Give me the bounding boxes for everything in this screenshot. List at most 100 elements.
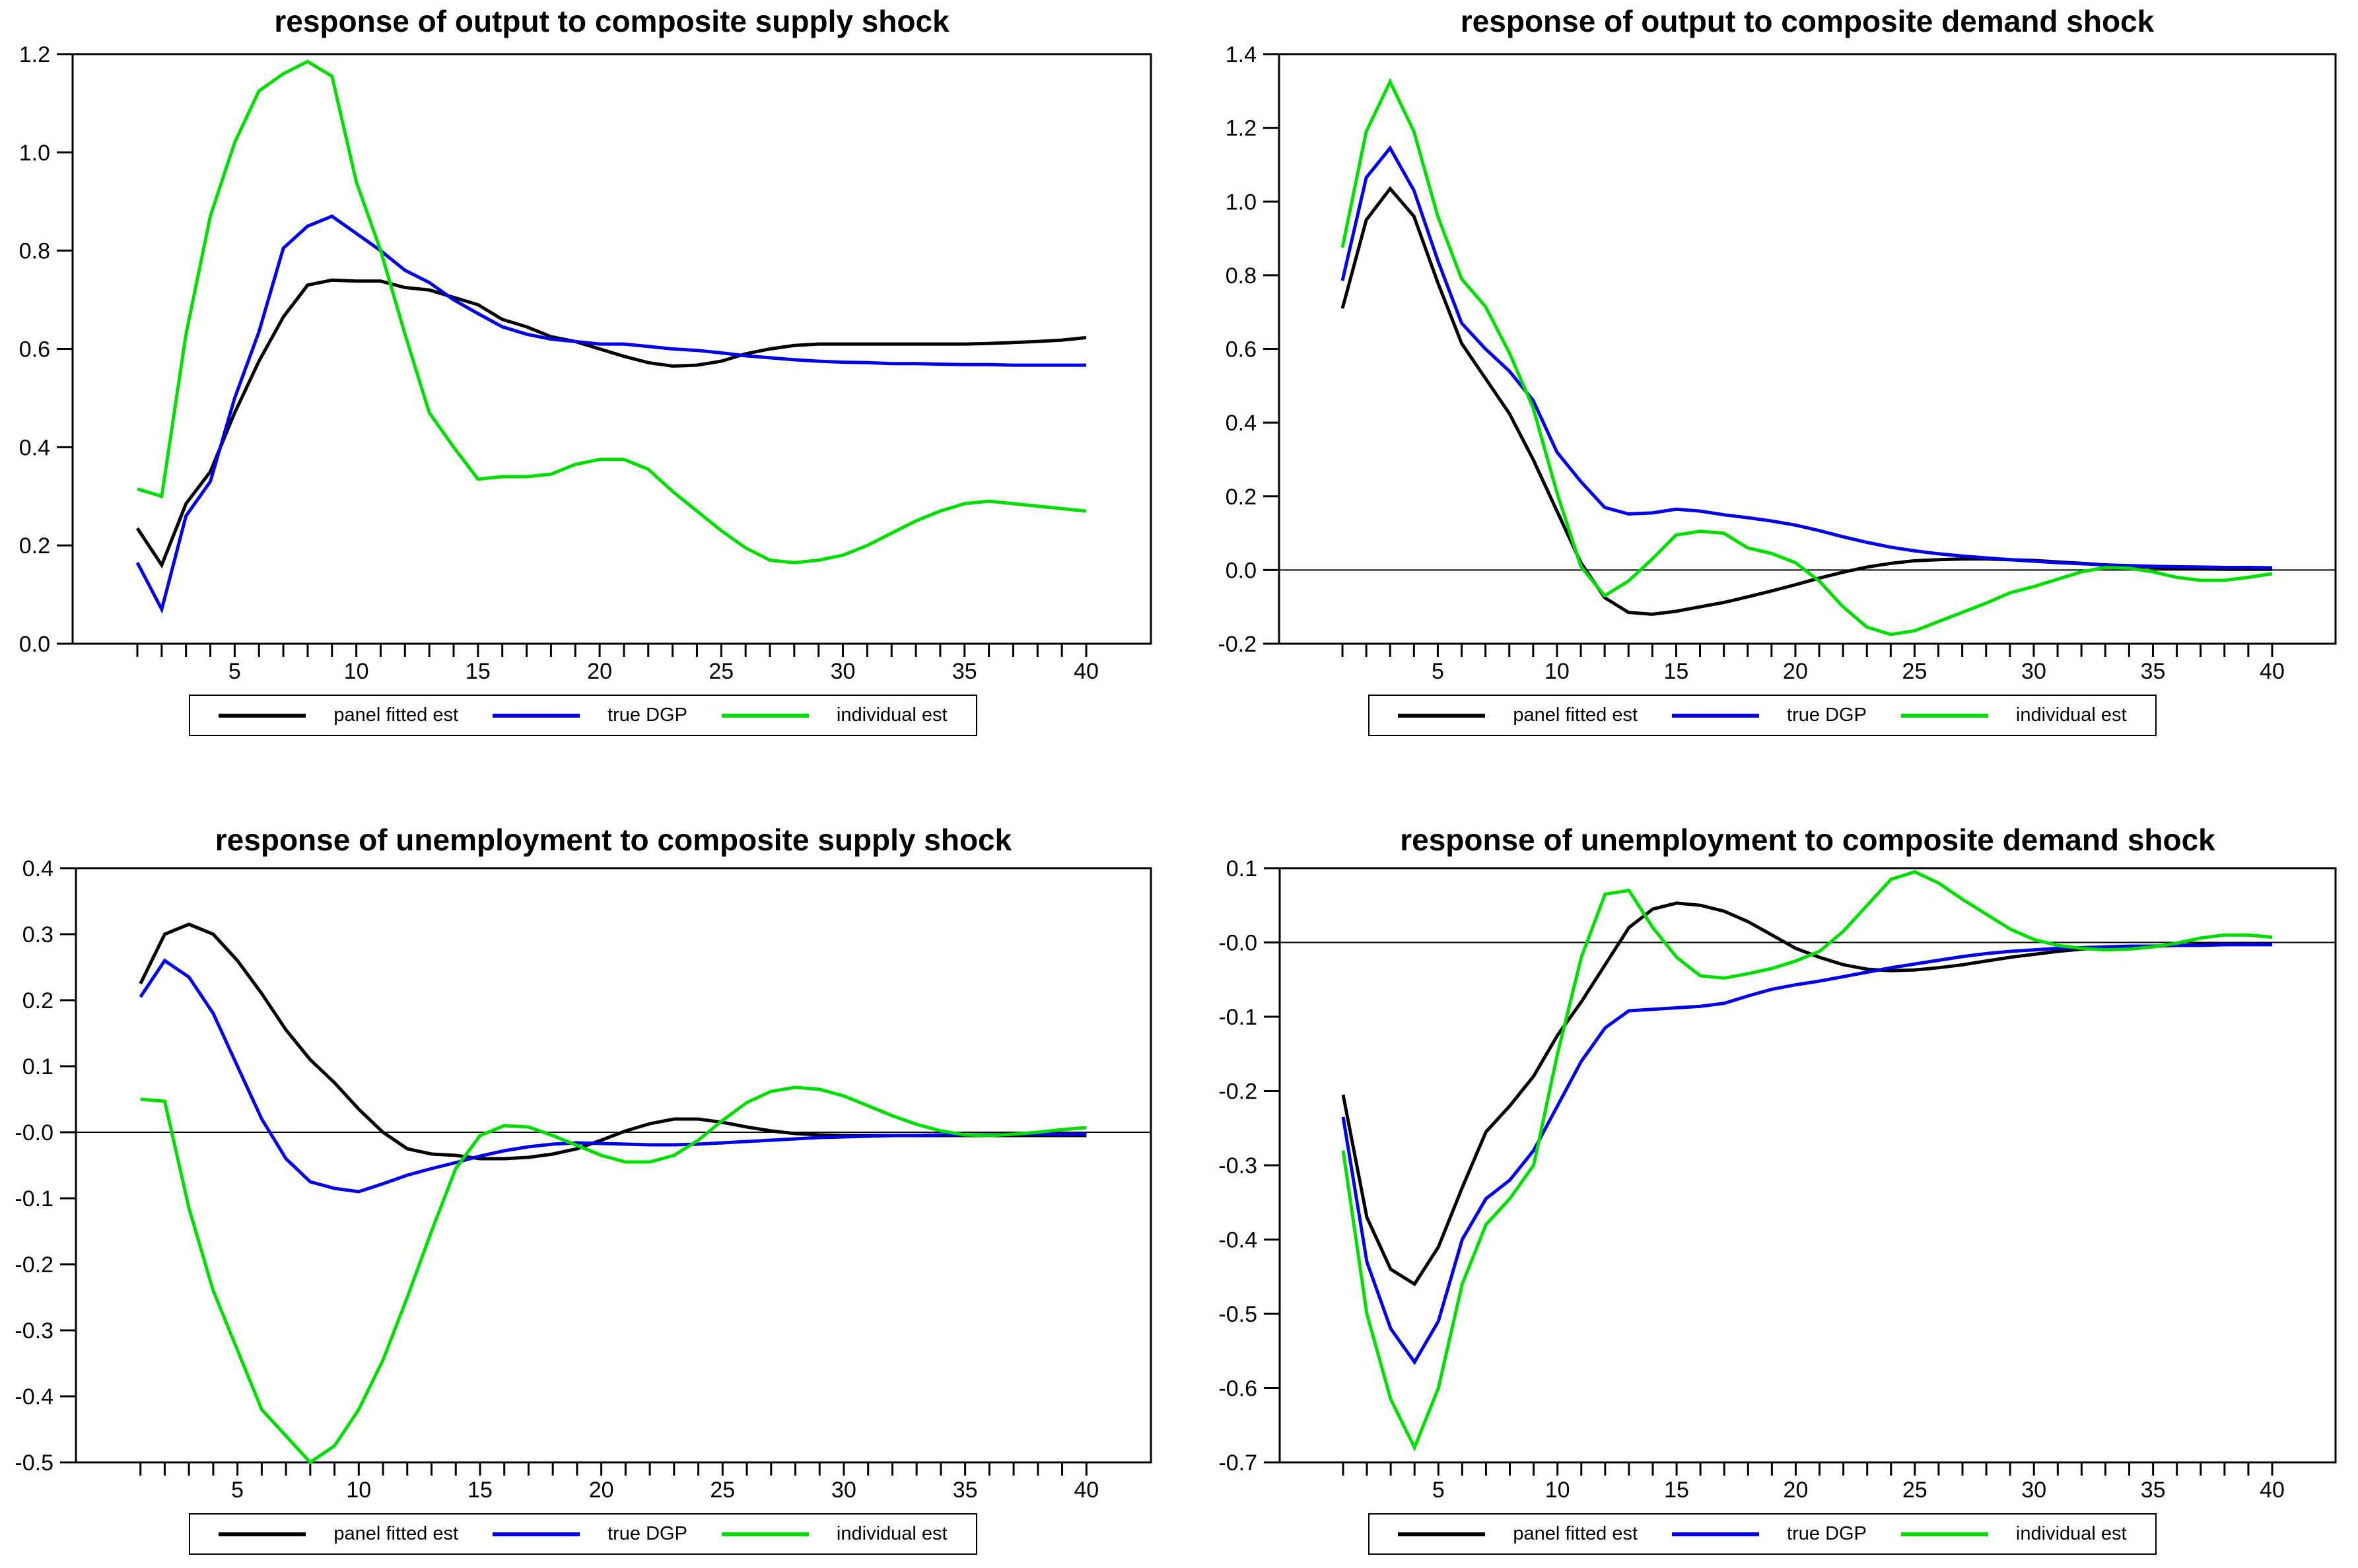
x-axis-labels: 5 10 15 20 25 30 35 40 <box>1432 659 2285 684</box>
series-line-panel-fitted-est <box>139 922 1087 1161</box>
series-line-true-DGP <box>1340 145 2273 570</box>
svg-text:40: 40 <box>1074 659 1099 684</box>
svg-text:10: 10 <box>1545 1478 1570 1503</box>
legend-line-blue <box>1672 713 1760 718</box>
legend-label-panel-fitted: panel fitted est <box>1513 704 1638 726</box>
svg-text:0.6: 0.6 <box>19 337 50 362</box>
svg-text:-0.1: -0.1 <box>1218 1005 1257 1030</box>
svg-text:30: 30 <box>2021 1478 2046 1503</box>
svg-text:15: 15 <box>468 1478 493 1503</box>
series-line-individual-est <box>1341 869 2273 1452</box>
legend-line-green <box>1900 1532 1988 1536</box>
legend-label-panel-fitted: panel fitted est <box>333 1523 459 1544</box>
svg-text:0.3: 0.3 <box>22 922 53 947</box>
svg-text:-0.4: -0.4 <box>15 1384 53 1410</box>
legend-label-panel-fitted: panel fitted est <box>1513 1523 1638 1544</box>
svg-text:40: 40 <box>1074 1478 1099 1503</box>
series-line-individual-est <box>140 1085 1087 1465</box>
svg-text:20: 20 <box>1783 659 1808 684</box>
svg-text:0.1: 0.1 <box>22 1054 53 1079</box>
legend-item-panel-fitted: panel fitted est <box>1398 704 1638 726</box>
legend-label-individual: individual est <box>2015 704 2127 726</box>
plot-frame <box>75 867 1152 1464</box>
svg-text:10: 10 <box>1544 659 1570 684</box>
svg-text:40: 40 <box>2260 659 2285 684</box>
series-line-true-DGP <box>135 214 1086 614</box>
svg-text:-0.3: -0.3 <box>1218 1153 1257 1178</box>
svg-text:0.6: 0.6 <box>1226 337 1257 362</box>
svg-text:10: 10 <box>344 659 369 684</box>
legend-item-true-dgp: true DGP <box>493 1523 687 1545</box>
svg-text:-0.6: -0.6 <box>1218 1377 1257 1402</box>
svg-text:-0.0: -0.0 <box>1218 931 1257 956</box>
chart-svg-output-supply: 0.0 0.2 0.4 0.6 0.8 1.0 1.2 5 10 15 20 25 30 35 40 <box>19 42 1152 684</box>
svg-text:15: 15 <box>1664 1478 1689 1503</box>
svg-text:1.4: 1.4 <box>1226 42 1257 67</box>
y-axis-labels: -0.5 -0.4 -0.3 -0.2 -0.1 -0.0 0.1 0.2 0.3 0.4 <box>15 856 53 1476</box>
legend-line-black <box>219 713 306 718</box>
svg-text:30: 30 <box>831 1478 856 1503</box>
legend-label-individual: individual est <box>2015 1523 2127 1544</box>
legend-line-blue <box>493 713 580 718</box>
x-axis-ticks <box>136 644 1088 657</box>
legend-label-individual: individual est <box>836 704 948 726</box>
legend-label-individual: individual est <box>836 1523 948 1544</box>
y-axis-ticks <box>1263 53 1279 645</box>
svg-text:30: 30 <box>2021 659 2046 684</box>
legend-unemployment-demand: panel fitted est true DGP individual est <box>1368 1513 2157 1555</box>
svg-text:5: 5 <box>228 659 241 684</box>
legend-item-true-dgp: true DGP <box>1672 704 1867 726</box>
x-axis-labels: 5 10 15 20 25 30 35 40 <box>228 659 1099 684</box>
legend-unemployment-supply: panel fitted est true DGP individual est <box>189 1513 977 1555</box>
svg-text:-0.2: -0.2 <box>1218 632 1257 657</box>
svg-text:25: 25 <box>1902 659 1927 684</box>
series-line-true-DGP <box>1341 943 2272 1365</box>
chart-title-output-supply: response of output to composite supply s… <box>274 4 950 38</box>
svg-text:-0.1: -0.1 <box>15 1186 53 1211</box>
svg-text:35: 35 <box>2141 1478 2166 1503</box>
legend-line-green <box>721 1532 809 1536</box>
x-axis-labels: 5 10 15 20 25 30 35 40 <box>1432 1478 2285 1503</box>
x-axis-ticks <box>1341 644 2273 657</box>
svg-text:1.0: 1.0 <box>19 141 50 166</box>
legend-line-black <box>1398 1532 1486 1536</box>
plot-frame <box>1278 53 2337 645</box>
panel-unemployment-demand-shock: -0.7 -0.6 -0.5 -0.4 -0.3 -0.2 -0.1 -0.0 0.1 5 10 15… <box>1179 784 2358 1568</box>
panel-output-demand-shock: -0.2 0.0 0.2 0.4 0.6 0.8 1.0 1.2 1.4 5 10 15 20 25 30 3… <box>1179 0 2358 784</box>
legend-item-individual: individual est <box>1900 1523 2127 1545</box>
svg-text:-0.3: -0.3 <box>15 1318 53 1344</box>
svg-text:15: 15 <box>466 659 491 684</box>
svg-text:1.0: 1.0 <box>1226 189 1257 215</box>
x-axis-ticks <box>139 1462 1088 1476</box>
svg-text:30: 30 <box>831 659 856 684</box>
legend-item-panel-fitted: panel fitted est <box>1398 1523 1638 1545</box>
panel-output-supply-shock: 0.0 0.2 0.4 0.6 0.8 1.0 1.2 5 10 15 20 25 30 35 40 res… <box>0 0 1179 784</box>
panel-unemployment-supply-shock: -0.5 -0.4 -0.3 -0.2 -0.1 -0.0 0.1 0.2 0.3 0.4 5 10 1… <box>0 784 1179 1568</box>
svg-text:5: 5 <box>1432 1478 1445 1503</box>
svg-text:-0.2: -0.2 <box>15 1252 53 1278</box>
legend-label-true-dgp: true DGP <box>607 704 687 726</box>
chart-title-output-demand: response of output to composite demand s… <box>1460 4 2155 38</box>
series-line-panel-fitted-est <box>135 278 1087 569</box>
legend-item-individual: individual est <box>1900 704 2127 726</box>
y-axis-labels: -0.7 -0.6 -0.5 -0.4 -0.3 -0.2 -0.1 -0.0 0.1 <box>1218 856 1257 1476</box>
legend-output-supply: panel fitted est true DGP individual est <box>189 695 977 736</box>
svg-text:35: 35 <box>952 659 977 684</box>
legend-item-true-dgp: true DGP <box>493 704 687 726</box>
svg-text:0.4: 0.4 <box>19 435 50 460</box>
svg-text:0.0: 0.0 <box>1226 558 1257 583</box>
svg-text:-0.4: -0.4 <box>1218 1228 1257 1253</box>
legend-item-individual: individual est <box>721 704 948 726</box>
chart-title-unemployment-demand: response of unemployment to composite de… <box>1400 823 2215 857</box>
svg-text:5: 5 <box>231 1478 244 1503</box>
series-line-individual-est <box>1340 78 2273 636</box>
svg-text:1.2: 1.2 <box>1226 116 1257 141</box>
svg-text:-0.5: -0.5 <box>15 1450 53 1476</box>
svg-text:-0.0: -0.0 <box>15 1120 53 1145</box>
legend-line-green <box>1900 713 1988 718</box>
legend-label-true-dgp: true DGP <box>607 1523 687 1544</box>
chart-svg-output-demand: -0.2 0.0 0.2 0.4 0.6 0.8 1.0 1.2 1.4 5 10 15 20 25 30 3… <box>1218 42 2337 684</box>
svg-text:25: 25 <box>709 659 734 684</box>
legend-output-demand: panel fitted est true DGP individual est <box>1368 695 2157 736</box>
